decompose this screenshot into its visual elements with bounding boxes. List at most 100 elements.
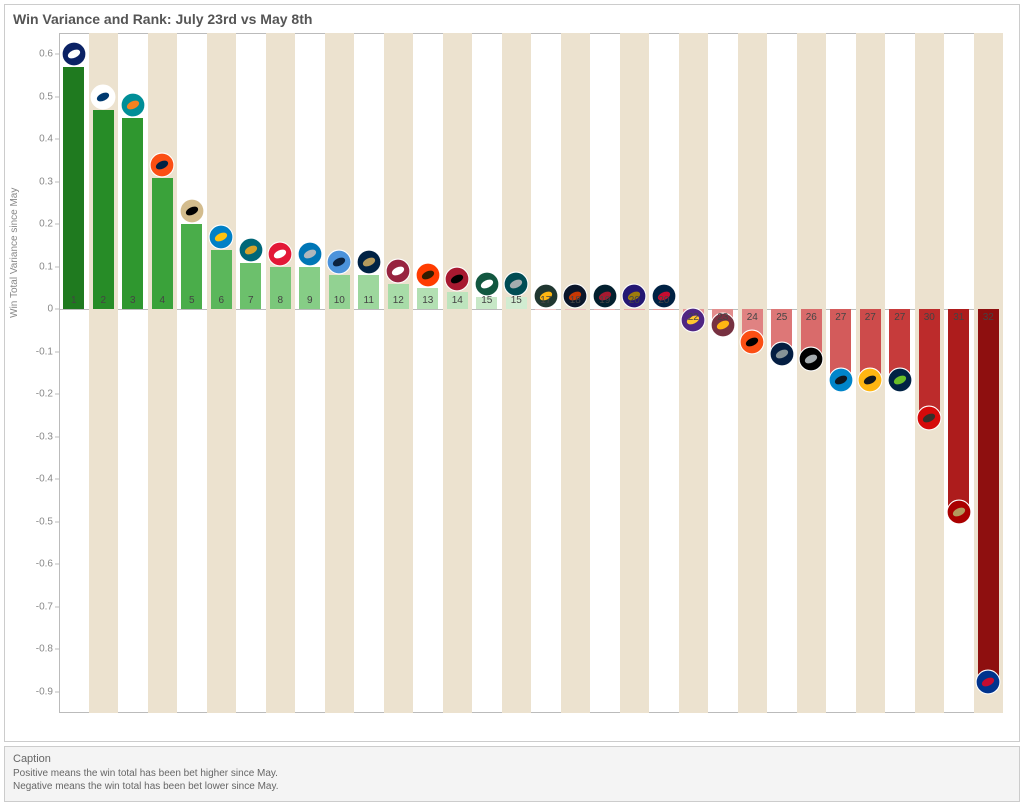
y-tick-label: 0.6 — [19, 49, 53, 60]
background-stripe — [502, 33, 532, 713]
rank-label: 15 — [472, 295, 502, 306]
rank-label: 27 — [826, 312, 856, 323]
bar — [594, 309, 615, 310]
y-tick-label: -0.8 — [19, 644, 53, 655]
bar — [535, 309, 556, 310]
rank-label: 8 — [266, 295, 296, 306]
bar — [978, 309, 999, 679]
rank-label: 30 — [915, 312, 945, 323]
team-logo-icon — [856, 367, 886, 393]
rank-label: 17 — [531, 295, 561, 306]
bar — [93, 110, 114, 310]
team-logo-icon — [295, 241, 325, 267]
team-logo-icon — [59, 41, 89, 67]
rank-label: 3 — [118, 295, 148, 306]
caption-line: Negative means the win total has been be… — [13, 780, 1011, 793]
bar — [565, 309, 586, 310]
team-logo-icon — [797, 346, 827, 372]
y-tick-mark — [55, 564, 59, 565]
y-tick-mark — [55, 266, 59, 267]
team-logo-icon — [148, 152, 178, 178]
rank-label: 1 — [59, 295, 89, 306]
team-logo-icon — [354, 249, 384, 275]
rank-label: 2 — [89, 295, 119, 306]
team-logo-icon — [767, 341, 797, 367]
y-tick-label: -0.7 — [19, 601, 53, 612]
team-logo-icon — [502, 271, 532, 297]
y-tick-label: -0.6 — [19, 559, 53, 570]
y-tick-label: 0.5 — [19, 91, 53, 102]
rank-label: 15 — [502, 295, 532, 306]
rank-label: 14 — [443, 295, 473, 306]
y-tick-label: 0.2 — [19, 219, 53, 230]
team-logo-icon — [325, 249, 355, 275]
rank-label: 24 — [738, 312, 768, 323]
background-stripe — [266, 33, 296, 713]
rank-label: 22 — [679, 312, 709, 323]
team-logo-icon — [266, 241, 296, 267]
y-tick-label: -0.3 — [19, 431, 53, 442]
team-logo-icon — [413, 262, 443, 288]
y-tick-label: 0.4 — [19, 134, 53, 145]
background-stripe — [148, 33, 178, 713]
bar — [948, 309, 969, 509]
y-tick-label: 0.3 — [19, 176, 53, 187]
rank-label: 6 — [207, 295, 237, 306]
rank-label: 23 — [708, 312, 738, 323]
team-logo-icon — [384, 258, 414, 284]
rank-label: 9 — [295, 295, 325, 306]
caption-title: Caption — [5, 747, 1019, 767]
y-tick-label: -0.5 — [19, 516, 53, 527]
rank-label: 18 — [561, 295, 591, 306]
rank-label: 10 — [325, 295, 355, 306]
y-tick-label: -0.2 — [19, 389, 53, 400]
bar — [624, 309, 645, 310]
background-stripe — [443, 33, 473, 713]
background-stripe — [325, 33, 355, 713]
y-tick-label: 0 — [19, 304, 53, 315]
bar — [919, 309, 940, 415]
rank-label: 20 — [649, 295, 679, 306]
y-tick-mark — [55, 351, 59, 352]
y-tick-mark — [55, 649, 59, 650]
rank-label: 19 — [590, 295, 620, 306]
chart-frame: Win Variance and Rank: July 23rd vs May … — [4, 4, 1020, 742]
rank-label: 32 — [974, 312, 1004, 323]
team-logo-icon — [974, 669, 1004, 695]
y-tick-label: -0.9 — [19, 686, 53, 697]
chart-area: Win Total Variance since May 0.60.50.40.… — [13, 33, 1011, 733]
y-tick-mark — [55, 181, 59, 182]
rank-label: 27 — [856, 312, 886, 323]
y-tick-label: -0.4 — [19, 474, 53, 485]
bar — [122, 118, 143, 309]
bar — [152, 178, 173, 310]
bar — [653, 309, 674, 310]
team-logo-icon — [207, 224, 237, 250]
plot-area: 0.60.50.40.30.20.10-0.1-0.2-0.3-0.4-0.5-… — [59, 33, 1003, 713]
team-logo-icon — [118, 92, 148, 118]
background-stripe — [797, 33, 827, 713]
y-tick-mark — [55, 606, 59, 607]
background-stripe — [207, 33, 237, 713]
rank-label: 7 — [236, 295, 266, 306]
background-stripe — [738, 33, 768, 713]
rank-label: 13 — [413, 295, 443, 306]
bar — [63, 67, 84, 309]
team-logo-icon — [944, 499, 974, 525]
rank-label: 5 — [177, 295, 207, 306]
rank-label: 25 — [767, 312, 797, 323]
y-tick-label: 0.1 — [19, 261, 53, 272]
rank-label: 26 — [797, 312, 827, 323]
rank-label: 31 — [944, 312, 974, 323]
team-logo-icon — [236, 237, 266, 263]
y-tick-mark — [55, 96, 59, 97]
team-logo-icon — [826, 367, 856, 393]
team-logo-icon — [443, 266, 473, 292]
y-tick-mark — [55, 394, 59, 395]
y-axis-label: Win Total Variance since May — [9, 188, 20, 318]
y-tick-mark — [55, 521, 59, 522]
background-stripe — [561, 33, 591, 713]
background-stripe — [384, 33, 414, 713]
team-logo-icon — [177, 198, 207, 224]
background-stripe — [620, 33, 650, 713]
